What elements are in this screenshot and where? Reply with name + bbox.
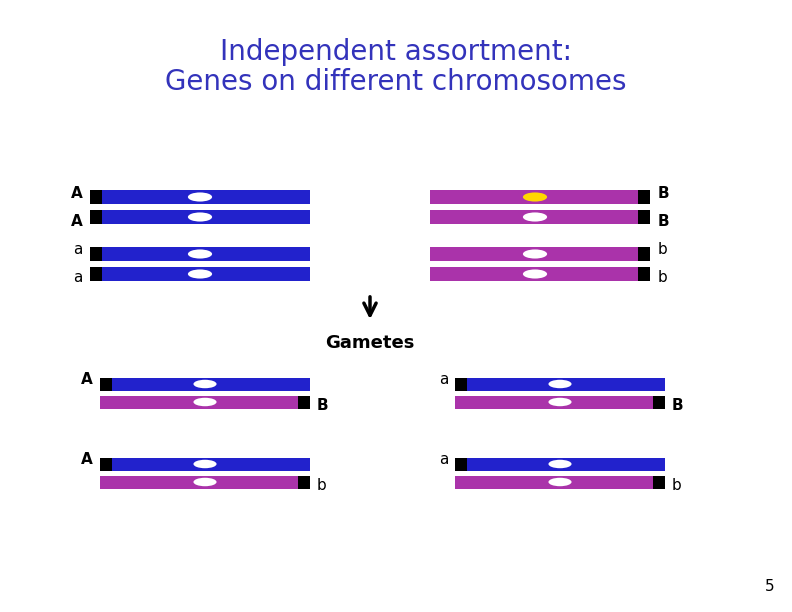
Bar bbox=[455, 476, 665, 488]
Bar bbox=[90, 247, 102, 261]
Ellipse shape bbox=[193, 380, 216, 388]
Bar bbox=[638, 267, 650, 281]
Bar bbox=[100, 395, 310, 408]
Ellipse shape bbox=[188, 192, 212, 201]
Text: B: B bbox=[672, 398, 683, 412]
Text: b: b bbox=[317, 477, 327, 493]
Bar bbox=[430, 190, 650, 204]
Bar bbox=[430, 247, 650, 261]
Text: A: A bbox=[71, 214, 83, 228]
Bar bbox=[638, 190, 650, 204]
Ellipse shape bbox=[523, 269, 547, 278]
Ellipse shape bbox=[188, 212, 212, 222]
Text: A: A bbox=[82, 452, 93, 468]
Bar bbox=[653, 395, 665, 408]
Bar bbox=[298, 395, 310, 408]
Bar bbox=[455, 378, 665, 390]
Bar bbox=[100, 458, 310, 471]
Ellipse shape bbox=[188, 250, 212, 258]
Text: A: A bbox=[82, 373, 93, 387]
Text: a: a bbox=[439, 373, 448, 387]
Ellipse shape bbox=[523, 192, 547, 201]
Ellipse shape bbox=[523, 250, 547, 258]
Bar bbox=[455, 395, 665, 408]
Ellipse shape bbox=[548, 398, 572, 406]
Ellipse shape bbox=[193, 478, 216, 486]
Text: a: a bbox=[439, 452, 448, 468]
Bar bbox=[653, 476, 665, 488]
Bar bbox=[430, 210, 650, 224]
Ellipse shape bbox=[548, 460, 572, 468]
Ellipse shape bbox=[548, 380, 572, 388]
Ellipse shape bbox=[548, 478, 572, 486]
Bar bbox=[90, 190, 310, 204]
Text: a: a bbox=[74, 242, 83, 258]
Text: B: B bbox=[317, 398, 329, 412]
Text: Gametes: Gametes bbox=[326, 334, 415, 352]
Bar bbox=[90, 267, 310, 281]
Bar bbox=[455, 458, 665, 471]
Text: A: A bbox=[71, 185, 83, 201]
Bar bbox=[638, 247, 650, 261]
Bar bbox=[90, 247, 310, 261]
Bar bbox=[100, 378, 112, 390]
Bar bbox=[90, 190, 102, 204]
Bar bbox=[100, 378, 310, 390]
Text: Genes on different chromosomes: Genes on different chromosomes bbox=[166, 68, 626, 96]
Text: b: b bbox=[672, 477, 682, 493]
Text: b: b bbox=[658, 271, 668, 286]
Text: B: B bbox=[658, 214, 669, 228]
Bar bbox=[100, 458, 112, 471]
Ellipse shape bbox=[193, 398, 216, 406]
Bar bbox=[455, 378, 467, 390]
Bar bbox=[90, 210, 310, 224]
Ellipse shape bbox=[188, 269, 212, 278]
Text: a: a bbox=[74, 271, 83, 286]
Bar bbox=[455, 458, 467, 471]
Bar bbox=[100, 476, 310, 488]
Text: b: b bbox=[658, 242, 668, 258]
Bar bbox=[90, 267, 102, 281]
Bar bbox=[90, 210, 102, 224]
Ellipse shape bbox=[193, 460, 216, 468]
Bar bbox=[298, 476, 310, 488]
Text: B: B bbox=[658, 185, 669, 201]
Text: 5: 5 bbox=[765, 579, 775, 594]
Text: Independent assortment:: Independent assortment: bbox=[220, 38, 572, 66]
Ellipse shape bbox=[523, 212, 547, 222]
Bar bbox=[430, 267, 650, 281]
Bar bbox=[638, 210, 650, 224]
